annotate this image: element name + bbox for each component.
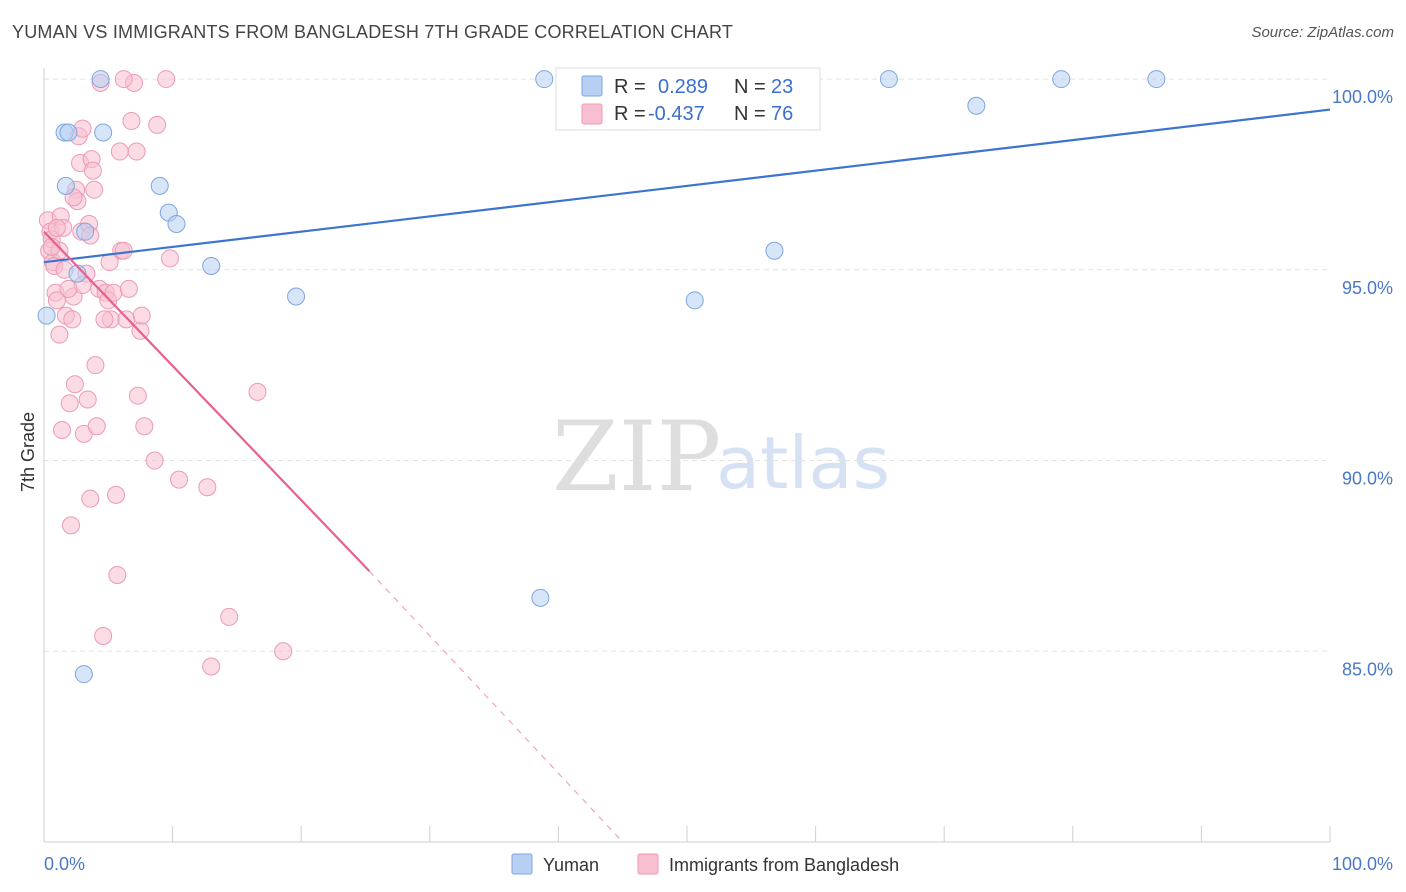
- point-bangladesh: [78, 390, 97, 409]
- y-tick-label: 85.0%: [1342, 659, 1393, 679]
- x-tick-label-max: 100.0%: [1332, 854, 1393, 874]
- point-yuman: [59, 123, 78, 142]
- correlation-legend: R = 0.289 N = 23 R = -0.437 N = 76: [555, 67, 821, 131]
- legend-n-value-yuman: 23: [771, 76, 793, 98]
- point-bangladesh: [53, 421, 72, 440]
- trend-line-bangladesh-extension: [368, 570, 624, 843]
- point-bangladesh: [110, 142, 129, 161]
- point-bangladesh: [60, 394, 79, 413]
- source-label: Source: ZipAtlas.com: [1251, 24, 1394, 41]
- point-yuman: [37, 306, 56, 325]
- point-yuman: [287, 287, 306, 306]
- bottom-legend: Yuman Immigrants from Bangladesh: [511, 853, 899, 875]
- point-bangladesh: [161, 249, 180, 268]
- point-bangladesh: [135, 417, 154, 436]
- point-bangladesh: [94, 627, 113, 646]
- bottom-legend-swatch-yuman: [511, 853, 533, 875]
- point-bangladesh: [274, 642, 293, 661]
- y-tick-label: 100.0%: [1332, 87, 1393, 107]
- series-bangladesh: [38, 70, 293, 676]
- point-bangladesh: [62, 516, 81, 535]
- point-yuman: [1052, 70, 1071, 89]
- point-bangladesh: [220, 607, 239, 626]
- point-bangladesh: [108, 565, 127, 584]
- legend-swatch-bangladesh: [581, 103, 603, 125]
- legend-n-label-bangladesh: N =: [734, 103, 766, 125]
- legend-n-value-bangladesh: 76: [771, 103, 793, 125]
- point-yuman: [76, 222, 95, 241]
- point-yuman: [1147, 70, 1166, 89]
- legend-r-label-bangladesh: R =: [614, 103, 646, 125]
- point-bangladesh: [132, 306, 151, 325]
- point-yuman: [74, 665, 93, 684]
- point-yuman: [94, 123, 113, 142]
- point-bangladesh: [202, 657, 221, 676]
- point-bangladesh: [114, 70, 133, 89]
- point-bangladesh: [122, 112, 141, 131]
- bottom-legend-swatch-bangladesh: [637, 853, 659, 875]
- y-tick-label: 90.0%: [1342, 469, 1393, 489]
- trend-lines: [43, 108, 1331, 843]
- watermark-zip: ZIP: [552, 401, 721, 513]
- point-yuman: [150, 176, 169, 195]
- point-bangladesh: [47, 218, 66, 237]
- legend-n-label-yuman: N =: [734, 76, 766, 98]
- point-bangladesh: [119, 279, 138, 298]
- y-axis-label: 7th Grade: [18, 412, 38, 492]
- point-bangladesh: [63, 310, 82, 329]
- point-bangladesh: [157, 70, 176, 89]
- trend-line-bangladesh: [43, 230, 371, 572]
- bottom-legend-bangladesh: Immigrants from Bangladesh: [669, 855, 899, 875]
- legend-r-value-bangladesh: -0.437: [648, 103, 705, 125]
- point-bangladesh: [85, 180, 104, 199]
- point-bangladesh: [87, 417, 106, 436]
- point-yuman: [202, 256, 221, 275]
- x-tick-label-min: 0.0%: [44, 854, 85, 874]
- point-bangladesh: [59, 279, 78, 298]
- point-bangladesh: [83, 161, 102, 180]
- point-yuman: [967, 96, 986, 115]
- y-tick-label: 95.0%: [1342, 278, 1393, 298]
- point-bangladesh: [198, 478, 217, 497]
- bottom-legend-yuman: Yuman: [543, 855, 599, 875]
- point-bangladesh: [148, 115, 167, 134]
- point-yuman: [685, 291, 704, 310]
- gridlines: [44, 78, 1330, 652]
- legend-swatch-yuman: [581, 75, 603, 97]
- point-yuman: [531, 588, 550, 607]
- point-bangladesh: [86, 356, 105, 375]
- point-yuman: [91, 70, 110, 89]
- point-bangladesh: [47, 291, 66, 310]
- point-bangladesh: [50, 325, 69, 344]
- point-bangladesh: [81, 489, 100, 508]
- legend-r-value-yuman: 0.289: [658, 76, 708, 98]
- chart-title: YUMAN VS IMMIGRANTS FROM BANGLADESH 7TH …: [12, 22, 734, 42]
- series-yuman: [37, 70, 1166, 684]
- point-bangladesh: [107, 485, 126, 504]
- point-bangladesh: [100, 253, 119, 272]
- point-yuman: [535, 70, 554, 89]
- point-bangladesh: [65, 375, 84, 394]
- point-yuman: [879, 70, 898, 89]
- point-yuman: [167, 215, 186, 234]
- point-bangladesh: [170, 470, 189, 489]
- trend-line-yuman: [43, 108, 1331, 264]
- point-bangladesh: [114, 241, 133, 260]
- point-bangladesh: [145, 451, 164, 470]
- legend-r-label-yuman: R =: [614, 76, 646, 98]
- point-bangladesh: [117, 310, 136, 329]
- point-yuman: [56, 176, 75, 195]
- point-bangladesh: [95, 310, 114, 329]
- axes: 85.0% 90.0% 95.0% 100.0% 0.0% 100.0%: [43, 68, 1393, 874]
- point-bangladesh: [248, 382, 267, 401]
- point-yuman: [765, 241, 784, 260]
- point-bangladesh: [128, 386, 147, 405]
- watermark-atlas: atlas: [716, 421, 890, 505]
- point-bangladesh: [127, 142, 146, 161]
